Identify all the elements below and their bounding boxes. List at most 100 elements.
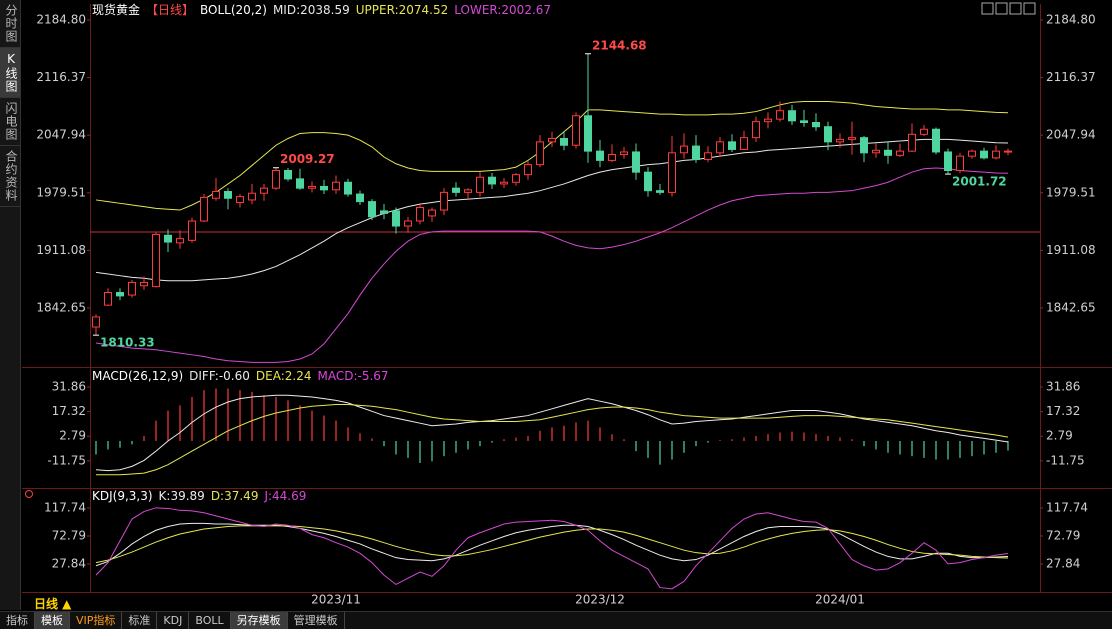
toolbar: 指标 模板 VIP指标 标准 KDJ BOLL 另存模板 管理模板	[0, 611, 1112, 629]
toolbar-tab[interactable]: 管理模板	[288, 612, 345, 629]
price-label: 2001.72	[952, 175, 1007, 189]
candle-body	[296, 178, 304, 189]
y-tick-label: 2184.80	[36, 12, 86, 26]
side-tab[interactable]: 闪电图	[0, 98, 20, 146]
legend-entry: J:44.69	[263, 489, 306, 503]
toolbar-tab[interactable]: 另存模板	[230, 612, 288, 629]
candle-body	[524, 164, 532, 176]
x-tick-label: 2023/11	[311, 593, 361, 607]
x-tick-label: 2024/01	[815, 593, 865, 607]
candle-body	[488, 176, 496, 185]
legend-entry: MID:2038.59	[273, 3, 350, 17]
candle-body	[788, 110, 796, 122]
icon[interactable]	[1023, 2, 1036, 15]
candle-body	[404, 220, 412, 227]
candle-body	[500, 181, 508, 185]
icon[interactable]	[995, 2, 1008, 15]
y-tick-label: 2116.37	[36, 70, 86, 84]
candle-body	[140, 281, 148, 287]
legend-entry: 【日线】	[146, 3, 194, 17]
candle-body	[284, 169, 292, 180]
indicator-line	[95, 525, 1009, 564]
indicator-line	[95, 138, 1009, 282]
candle-body	[392, 210, 400, 227]
candle-body	[104, 292, 112, 306]
candle-body	[596, 150, 604, 161]
candle-body	[800, 120, 808, 124]
candle-body	[908, 133, 916, 152]
price-label: 2144.68	[592, 38, 647, 52]
y-tick-label: 1842.65	[36, 300, 86, 314]
candle-body	[620, 151, 628, 155]
candle-body	[740, 137, 748, 150]
y-tick-label: 2116.37	[1046, 70, 1096, 84]
toolbar-tab[interactable]: KDJ	[157, 612, 190, 629]
candle-body	[920, 128, 928, 135]
legend-entry: MACD:-5.67	[317, 369, 388, 383]
toolbar-tab[interactable]: 模板	[35, 612, 70, 629]
y-tick-label: 1979.51	[1046, 185, 1096, 199]
y-tick-label: 2.79	[1046, 429, 1073, 443]
y-tick-label: -11.75	[1046, 453, 1085, 467]
y-tick-label: 2047.94	[36, 128, 86, 142]
candle-body	[608, 153, 616, 161]
candle-body	[944, 151, 952, 171]
candle-body	[272, 169, 280, 189]
price-label: 1810.33	[100, 336, 155, 350]
candle-body	[752, 121, 760, 139]
toolbar-tab[interactable]: 标准	[122, 612, 158, 629]
candle-body	[812, 122, 820, 128]
candle-body	[452, 187, 460, 193]
side-tab[interactable]: 合约资料	[0, 146, 20, 207]
settings-icon[interactable]	[25, 490, 33, 498]
candle-body	[956, 155, 964, 171]
candle-body	[536, 141, 544, 166]
indicator-line	[95, 522, 1009, 567]
candle-body	[464, 189, 472, 193]
icon[interactable]	[1009, 2, 1022, 15]
candle-body	[728, 141, 736, 150]
indicator-line	[95, 100, 1009, 211]
candle-body	[332, 181, 340, 191]
side-tab[interactable]: 分时图	[0, 0, 20, 48]
candle-body	[836, 138, 844, 143]
legend-entry: K:39.89	[159, 489, 205, 503]
y-tick-label: 117.74	[44, 500, 86, 514]
icon[interactable]	[981, 2, 994, 15]
candle-body	[896, 150, 904, 156]
candle-body	[356, 193, 364, 203]
candle-body	[884, 149, 892, 156]
legend-entry: DEA:2.24	[256, 369, 312, 383]
window-icons	[981, 2, 1036, 15]
indicator-line	[95, 507, 1009, 590]
y-tick-label: 31.86	[1046, 380, 1080, 394]
legend-entry: UPPER:2074.52	[356, 3, 448, 17]
y-tick-label: 1842.65	[1046, 300, 1096, 314]
sidebar: 分时图 K线图 闪电图 合约资料	[0, 0, 21, 610]
candle-body	[716, 141, 724, 154]
candle-body	[860, 137, 868, 154]
legend-entry: MACD(26,12,9)	[92, 369, 183, 383]
candle-body	[308, 185, 316, 189]
candle-body	[428, 209, 436, 217]
candle-body	[248, 192, 256, 201]
y-tick-label: 17.32	[1046, 404, 1080, 418]
candle-body	[164, 234, 172, 243]
legend: 现货黄金 【日线】 BOLL(20,2) MID:2038.59 UPPER:2074.…	[92, 2, 551, 17]
candle-body	[440, 191, 448, 211]
toolbar-tab[interactable]: BOLL	[189, 612, 231, 629]
candle-body	[224, 191, 232, 199]
candle-body	[992, 150, 1000, 159]
toolbar-tab[interactable]: VIP指标	[70, 612, 123, 629]
period-label[interactable]: 日线 ▲	[34, 597, 72, 611]
y-tick-label: 117.74	[1046, 500, 1088, 514]
candle-body	[584, 115, 592, 152]
candle-body	[932, 128, 940, 153]
legend-entry: KDJ(9,3,3)	[92, 489, 153, 503]
side-tab[interactable]: K线图	[0, 48, 20, 98]
candle-body	[632, 151, 640, 173]
y-tick-label: 2184.80	[1046, 12, 1096, 26]
y-tick-label: 72.79	[1046, 528, 1080, 542]
toolbar-tab[interactable]: 指标	[0, 612, 35, 629]
